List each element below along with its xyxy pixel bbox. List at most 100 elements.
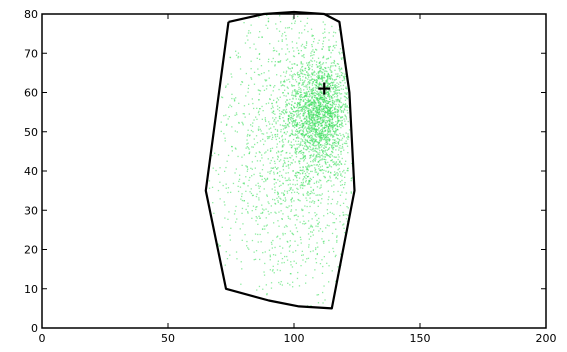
data-point [340, 85, 342, 87]
data-point [332, 97, 334, 99]
data-point [250, 188, 252, 190]
data-point [317, 100, 319, 102]
data-point [268, 77, 270, 79]
data-point [312, 102, 314, 105]
data-point [268, 58, 270, 60]
data-point [287, 217, 290, 219]
data-point [297, 271, 299, 274]
data-point [245, 72, 247, 75]
data-point [329, 130, 332, 132]
data-point [295, 148, 297, 150]
data-point [315, 87, 318, 89]
data-point [329, 130, 331, 132]
data-point [217, 173, 220, 175]
data-point [333, 133, 335, 135]
data-point [296, 64, 298, 66]
data-point [285, 157, 287, 159]
data-point [342, 84, 345, 87]
y-tick-label: 60 [24, 87, 38, 100]
data-point [311, 101, 313, 103]
data-point [327, 170, 330, 173]
data-point [315, 131, 318, 133]
data-point [320, 66, 322, 68]
data-point [329, 133, 331, 135]
data-point [295, 93, 297, 95]
data-point [327, 127, 330, 129]
data-point [250, 60, 252, 62]
data-point [336, 95, 339, 97]
data-point [339, 221, 341, 223]
data-point [295, 92, 298, 94]
data-point [335, 164, 337, 167]
data-point [305, 177, 307, 180]
data-point [315, 136, 318, 138]
data-point [330, 95, 333, 98]
data-point [294, 161, 296, 163]
data-point [279, 245, 281, 247]
data-point [255, 152, 257, 154]
data-point [311, 64, 314, 66]
data-point [330, 62, 333, 64]
data-point [254, 155, 257, 158]
data-point [305, 102, 307, 104]
data-point [311, 69, 313, 71]
data-point [290, 264, 292, 266]
data-point [237, 55, 239, 58]
data-point [316, 66, 318, 68]
data-point [331, 104, 334, 106]
data-point [301, 65, 304, 68]
data-point [339, 215, 341, 217]
data-point [304, 172, 307, 175]
data-point [268, 121, 270, 123]
data-point [300, 61, 302, 63]
data-point [277, 179, 279, 181]
data-point [293, 89, 296, 91]
data-point [325, 111, 327, 114]
data-point [254, 143, 256, 146]
data-point [346, 142, 348, 145]
data-point [318, 108, 321, 110]
data-point [324, 130, 327, 132]
data-point [336, 125, 338, 127]
data-point [340, 153, 342, 155]
data-point [306, 22, 308, 24]
data-point [318, 97, 321, 100]
data-point [260, 65, 263, 67]
data-point [332, 101, 334, 103]
data-point [305, 169, 308, 171]
data-point [317, 199, 320, 202]
data-point [317, 57, 320, 59]
data-point [265, 208, 267, 210]
data-point [277, 99, 280, 101]
data-point [323, 107, 325, 110]
data-point [259, 233, 261, 236]
data-point [326, 136, 328, 138]
data-point [294, 94, 296, 97]
data-point [307, 176, 309, 178]
data-point [302, 128, 305, 130]
data-point [338, 140, 340, 143]
data-point [278, 117, 281, 119]
data-point [296, 171, 298, 173]
data-point [221, 96, 224, 99]
data-point [316, 73, 318, 75]
data-point [278, 137, 280, 139]
data-point [310, 164, 312, 167]
data-point [337, 134, 339, 136]
data-point [327, 117, 329, 119]
data-point [272, 112, 275, 114]
data-point [330, 91, 332, 93]
data-point [240, 283, 242, 285]
data-point [294, 133, 297, 135]
data-point [258, 53, 261, 55]
data-point [274, 203, 277, 205]
data-point [248, 248, 250, 250]
data-point [258, 110, 260, 112]
data-point [332, 87, 334, 89]
data-point [328, 90, 330, 92]
data-point [343, 75, 346, 77]
data-point [277, 155, 279, 157]
data-point [236, 218, 238, 220]
data-point [246, 139, 248, 141]
data-point [283, 157, 286, 159]
